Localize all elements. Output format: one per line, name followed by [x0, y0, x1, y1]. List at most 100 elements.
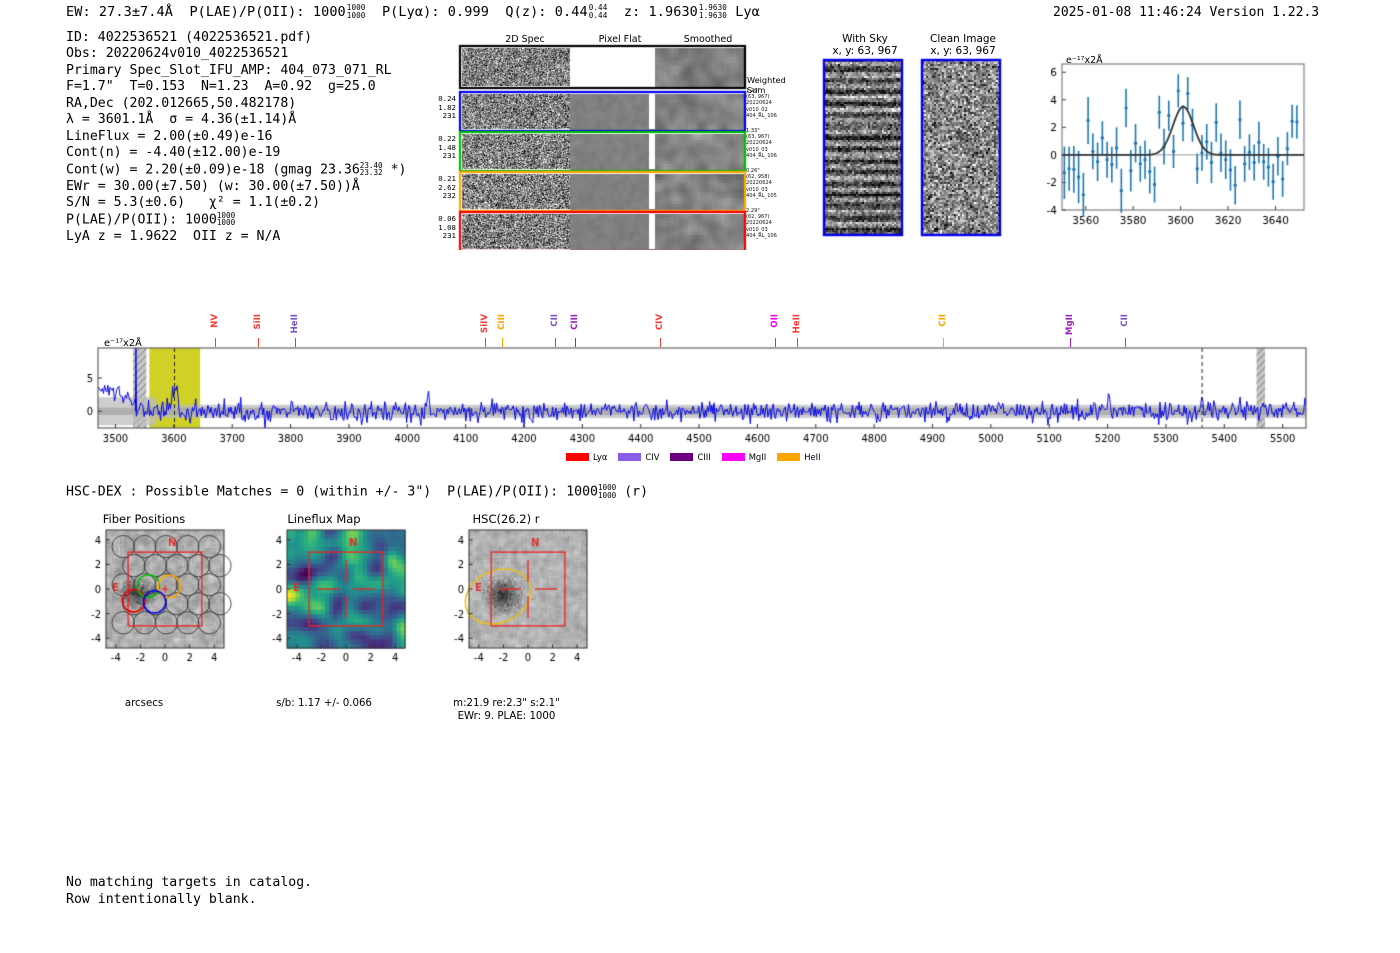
legend-swatch-mgii: [721, 453, 745, 461]
emission-line-legend: Lyα CIV CIII MgII HeII: [566, 452, 821, 462]
emission-line-tick-heii-2: [295, 338, 297, 347]
emission-line-tick-siii-1: [258, 338, 260, 347]
qz-label: Q(z):: [505, 4, 547, 20]
sky-canvas: [820, 30, 1020, 245]
line-zoom-units-annotation: e⁻¹⁷x2Å: [1066, 55, 1103, 66]
footer-line-2: Row intentionally blank.: [66, 892, 257, 907]
cutout-title-hsc-r: HSC(26.2) r: [472, 512, 540, 526]
emission-line-label-cii-5: CII: [549, 314, 560, 327]
info-radec: RA,Dec (202.012665,50.482178): [66, 95, 297, 111]
legend-label-lyα: Lyα: [593, 452, 608, 462]
spectrum-units-annotation: e⁻¹⁷x2Å: [104, 338, 142, 349]
info-lineflux: LineFlux = 2.00(±0.49)e-16: [66, 128, 273, 144]
plya-label: P(Lyα):: [381, 4, 440, 20]
footer-line-1: No matching targets in catalog.: [66, 875, 313, 890]
fiber-row-values-3: 0.21 2.62 232: [438, 174, 456, 201]
weighted-sum-label: Weighted Sum: [747, 75, 786, 95]
info-primary-spec: Primary Spec_Slot_IFU_AMP: 404_073_071_R…: [66, 62, 392, 78]
legend-swatch-heii: [777, 453, 801, 461]
info-id: ID: 4022536521 (4022536521.pdf): [66, 30, 313, 45]
fiber-meta-1: 1.26" (63, 967) 20220624 v010_02 404_RL_…: [746, 88, 777, 119]
emission-line-label-ciii-6: CIII: [570, 314, 581, 330]
emission-line-tick-civ-7: [659, 338, 661, 347]
cutout-title-lineflux-map: Lineflux Map: [287, 512, 361, 526]
z-range: 1.9630 1.9630: [698, 3, 727, 20]
fiber-row-values-2: 0.22 1.48 231: [438, 134, 456, 161]
emission-line-label-civ-7: CIV: [654, 314, 665, 331]
full-spectrum-plot: e⁻¹⁷x2Å NV SiII HeII SiIV CIII CII CIII CIV OII H…: [60, 312, 1322, 462]
cutout-caption-lineflux: s/b: 1.17 +/- 0.066: [276, 698, 372, 709]
hsc-dex-plae-range: 1000 1000: [597, 483, 617, 500]
legend-label-ciii: CIII: [697, 452, 711, 462]
legend-item-civ: CIV: [618, 452, 659, 462]
plya-value: 0.999: [447, 4, 489, 20]
z-value: 1.9630: [648, 4, 698, 20]
fiber-row-values-1: 0.24 1.82 231: [438, 94, 456, 121]
cutout-xlabel-arcsecs: arcsecs: [124, 698, 164, 709]
emission-line-tick-ciii-6: [575, 338, 577, 347]
emission-line-label-ciii-4: CIII: [497, 314, 508, 330]
header-summary-line: EW: 27.3±7.4Å P(LAE)/P(OII): 10001000 100…: [66, 4, 760, 20]
legend-item-ciii: CIII: [670, 452, 711, 462]
sky-image-region: With Skyx, y: 63, 967 Clean Imagex, y: 6…: [820, 30, 1020, 245]
fiber-row-values-4: 0.06 1.08 231: [438, 214, 456, 241]
legend-label-mgii: MgII: [748, 452, 767, 462]
info-obs: Obs: 20220624v010_4022536521: [66, 46, 289, 62]
cutout-panels-region: Fiber Positions Lineflux Map HSC(26.2) r…: [44, 508, 644, 733]
info-params: F=1.7" T=0.153 N=1.23 A=0.92 g=25.0: [66, 79, 376, 95]
plae-poii-range: 1000 1000: [346, 3, 366, 20]
emission-line-tick-cii-5: [554, 338, 556, 347]
plae-poii-label: P(LAE)/P(OII):: [189, 4, 305, 20]
gmag-range: 23.40 23.32: [359, 160, 383, 178]
legend-label-civ: CIV: [645, 452, 660, 462]
emission-line-label-heii-9: HeII: [791, 314, 802, 334]
spec2d-canvas: [420, 30, 820, 250]
emission-line-tick-mgii-11: [1070, 338, 1072, 347]
info-z: LyA z = 1.9622 OII z = N/A: [66, 228, 281, 244]
emission-line-label-oii-8: OII: [769, 314, 780, 328]
emission-line-label-cii-10: CII: [938, 314, 949, 327]
timestamp-version: 2025-01-08 11:46:24 Version 1.22.3: [1053, 5, 1320, 20]
legend-item-heii: HeII: [777, 452, 821, 462]
info-ewr: EWr = 30.00(±7.50) (w: 30.00(±7.50))Å: [66, 178, 360, 194]
target-info-block: ID: 4022536521 (4022536521.pdf) Obs: 202…: [66, 30, 406, 245]
info-lambda: λ = 3601.1Å σ = 4.36(±1.14)Å: [66, 112, 297, 128]
legend-swatch-lyα: [566, 453, 589, 461]
legend-swatch-ciii: [670, 453, 694, 461]
z-label: z:: [623, 4, 641, 20]
cutout-caption-hsc: m:21.9 re:2.3" s:2.1" EWr: 9. PLAE: 1000: [453, 698, 560, 722]
qz-value: 0.44: [554, 4, 588, 20]
footer-note: No matching targets in catalog. Row inte…: [66, 874, 312, 908]
cutout-title-fiber-positions: Fiber Positions: [102, 512, 186, 526]
emission-line-label-mgii-11: MgII: [1065, 314, 1076, 336]
spec2d-region: 2D Spec Pixel Flat Smoothed Weighted Sum…: [420, 30, 820, 250]
line-zoom-plot: e⁻¹⁷x2Å: [1022, 50, 1322, 250]
emission-line-tick-cii-10: [943, 338, 945, 347]
qz-range: 0.44 0.44: [588, 3, 608, 20]
ew-label: EW:: [66, 4, 91, 20]
info-cont-w: Cont(w) = 2.20(±0.09)e-18 (gmag 23.3623.…: [66, 160, 407, 178]
fiber-meta-3: 0.26" (62, 958) 20220624 v010_03 404_RL_…: [746, 168, 777, 199]
full-spectrum-canvas: [60, 312, 1322, 462]
emission-line-label-cii-12: CII: [1120, 314, 1131, 327]
emission-line-label-siii-1: SiII: [253, 314, 264, 330]
emission-line-label-heii-2: HeII: [290, 314, 301, 334]
legend-swatch-civ: [618, 453, 642, 461]
plae-poii-value: 1000: [312, 4, 346, 20]
line-zoom-canvas: [1022, 50, 1322, 250]
hsc-dex-summary: HSC-DEX : Possible Matches = 0 (within +…: [66, 483, 649, 500]
fiber-meta-2: 1.33" (63, 967) 20220624 v010_03 404_RL_…: [746, 128, 777, 159]
info-plae-range: 1000 1000: [216, 210, 236, 228]
legend-item-mgii: MgII: [721, 452, 767, 462]
emission-line-tick-heii-9: [796, 338, 798, 347]
info-sn: S/N = 5.3(±0.6) χ² = 1.1(±0.2): [66, 195, 321, 211]
z-type: Lyα: [735, 4, 760, 20]
legend-item-lyα: Lyα: [566, 452, 607, 462]
legend-label-heii: HeII: [804, 452, 821, 462]
emission-line-tick-oii-8: [774, 338, 776, 347]
emission-line-tick-ciii-4: [502, 338, 504, 347]
cutouts-canvas: [44, 508, 644, 733]
emission-line-label-siiv-3: SiIV: [480, 314, 491, 333]
info-cont-n: Cont(n) = -4.40(±12.00)e-19: [66, 145, 281, 161]
fiber-meta-4: 2.29" (62, 967) 20220624 v010_03 404_RL_…: [746, 208, 777, 239]
